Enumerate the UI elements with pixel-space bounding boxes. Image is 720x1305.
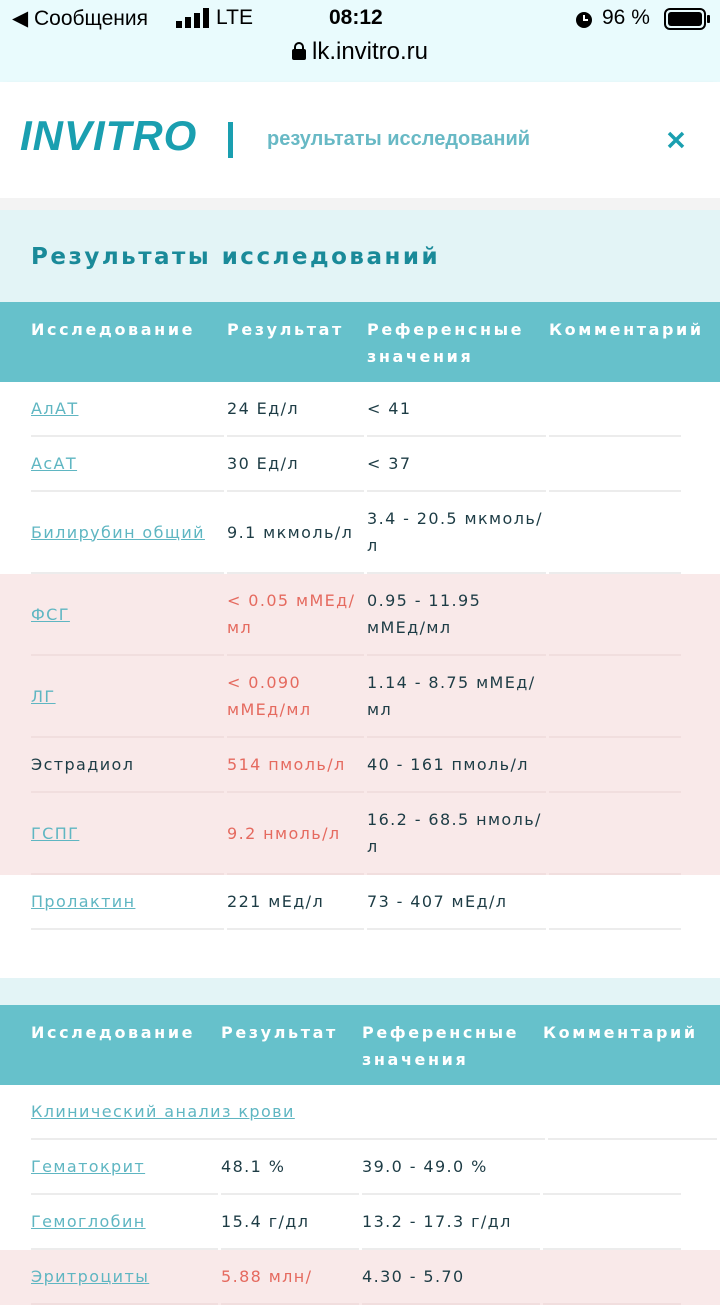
test-name: Эстрадиол xyxy=(31,738,224,793)
spacer xyxy=(0,978,720,1005)
group-row: Клинический анализ крови xyxy=(0,1085,720,1140)
result: < 0.05 мМЕд/мл xyxy=(227,574,364,656)
reference: 73 - 407 мЕд/л xyxy=(367,875,546,930)
reference: 1.14 - 8.75 мМЕд/мл xyxy=(367,656,546,738)
back-link[interactable]: ◀ Сообщения xyxy=(12,7,148,30)
comment xyxy=(549,793,681,875)
test-name[interactable]: Гематокрит xyxy=(31,1140,218,1195)
url-text: lk.invitro.ru xyxy=(311,38,429,65)
comment xyxy=(549,382,681,437)
test-name[interactable]: АсАТ xyxy=(31,437,224,492)
battery-icon xyxy=(664,8,710,30)
column-header: Референсные значения xyxy=(362,1023,520,1069)
result: 24 Ед/л xyxy=(227,382,364,437)
signal-icon xyxy=(176,8,209,28)
result: < 0.090 мМЕд/мл xyxy=(227,656,364,738)
site-header: INVITRO результаты исследований xyxy=(0,82,720,198)
test-name[interactable]: ЛГ xyxy=(31,656,224,738)
table-row: Билирубин общий 9.1 мкмоль/л 3.4 - 20.5 мк… xyxy=(0,492,720,574)
alarm-icon xyxy=(576,12,592,28)
test-name[interactable]: ГСПГ xyxy=(31,793,224,875)
table-row: АсАТ 30 Ед/л < 37 xyxy=(0,437,720,492)
result: 221 мЕд/л xyxy=(227,875,364,930)
reference: 40 - 161 пмоль/л xyxy=(367,738,546,793)
cell xyxy=(548,1085,717,1140)
test-name[interactable]: Эритроциты xyxy=(31,1250,218,1305)
reference: 3.4 - 20.5 мкмоль/л xyxy=(367,492,546,574)
table-row: Пролактин 221 мЕд/л 73 - 407 мЕд/л xyxy=(0,875,720,930)
section-header: Результаты исследований xyxy=(0,210,720,302)
table-row: Эритроциты 5.88 млн/4.30 - 5.70 xyxy=(0,1250,720,1305)
table-row: ЛГ < 0.090 мМЕд/мл 1.14 - 8.75 мМЕд/мл xyxy=(0,656,720,738)
back-text[interactable]: Сообщения xyxy=(33,7,148,30)
logo[interactable]: INVITRO xyxy=(20,112,198,159)
column-header: Комментарий xyxy=(549,320,704,339)
table-row: Эстрадиол 514 пмоль/л 40 - 161 пмоль/л xyxy=(0,738,720,793)
address-bar[interactable]: lk.invitro.ru xyxy=(0,38,720,66)
comment xyxy=(543,1250,681,1305)
column-header: Референсные значения xyxy=(367,320,525,366)
result: 5.88 млн/ xyxy=(221,1250,359,1305)
battery-text: 96 % xyxy=(602,6,650,29)
column-header: Исследование xyxy=(31,320,196,339)
comment xyxy=(549,574,681,656)
reference: < 41 xyxy=(367,382,546,437)
comment xyxy=(543,1195,681,1250)
group-name[interactable]: Клинический анализ крови xyxy=(31,1085,546,1140)
test-name[interactable]: АлАТ xyxy=(31,382,224,437)
table-header: Исследование Результат Референсные значени… xyxy=(0,302,720,382)
carrier: LTE xyxy=(216,6,253,29)
reference: 16.2 - 68.5 нмоль/л xyxy=(367,793,546,875)
column-header: Результат xyxy=(221,1023,338,1042)
comment xyxy=(549,437,681,492)
close-button[interactable] xyxy=(667,131,685,149)
table-row: Гематокрит 48.1 % 39.0 - 49.0 % xyxy=(0,1140,720,1195)
column-header: Результат xyxy=(227,320,344,339)
logo-separator xyxy=(228,122,233,158)
comment xyxy=(549,492,681,574)
table-row: ГСПГ 9.2 нмоль/л 16.2 - 68.5 нмоль/л xyxy=(0,793,720,875)
status-bar: ◀ Сообщения LTE 08:12 96 % lk.invitro.ru xyxy=(0,0,720,82)
comment xyxy=(549,656,681,738)
section-title: Результаты исследований xyxy=(31,244,441,270)
column-header: Комментарий xyxy=(543,1023,698,1042)
comment xyxy=(543,1140,681,1195)
test-name[interactable]: Пролактин xyxy=(31,875,224,930)
column-header: Исследование xyxy=(31,1023,196,1042)
results-table: Исследование Результат Референсные значени… xyxy=(0,302,720,930)
table-row: АлАТ 24 Ед/л < 41 xyxy=(0,382,720,437)
test-name[interactable]: Билирубин общий xyxy=(31,492,224,574)
comment xyxy=(549,738,681,793)
table-row: ФСГ < 0.05 мМЕд/мл 0.95 - 11.95 мМЕд/мл xyxy=(0,574,720,656)
reference: 4.30 - 5.70 xyxy=(362,1250,540,1305)
result: 48.1 % xyxy=(221,1140,359,1195)
test-name[interactable]: ФСГ xyxy=(31,574,224,656)
reference: 13.2 - 17.3 г/дл xyxy=(362,1195,540,1250)
spacer xyxy=(0,198,720,210)
reference: 0.95 - 11.95 мМЕд/мл xyxy=(367,574,546,656)
table-row: Гемоглобин 15.4 г/дл 13.2 - 17.3 г/дл xyxy=(0,1195,720,1250)
lock-icon xyxy=(291,42,306,60)
results-table: Исследование Результат Референсные значени… xyxy=(0,1005,720,1305)
result: 9.1 мкмоль/л xyxy=(227,492,364,574)
reference: 39.0 - 49.0 % xyxy=(362,1140,540,1195)
result: 30 Ед/л xyxy=(227,437,364,492)
reference: < 37 xyxy=(367,437,546,492)
header-subtitle: результаты исследований xyxy=(267,128,531,150)
result: 514 пмоль/л xyxy=(227,738,364,793)
result: 9.2 нмоль/л xyxy=(227,793,364,875)
test-name[interactable]: Гемоглобин xyxy=(31,1195,218,1250)
clock: 08:12 xyxy=(329,6,383,29)
result: 15.4 г/дл xyxy=(221,1195,359,1250)
table-header: Исследование Результат Референсные значени… xyxy=(0,1005,720,1085)
comment xyxy=(549,875,681,930)
